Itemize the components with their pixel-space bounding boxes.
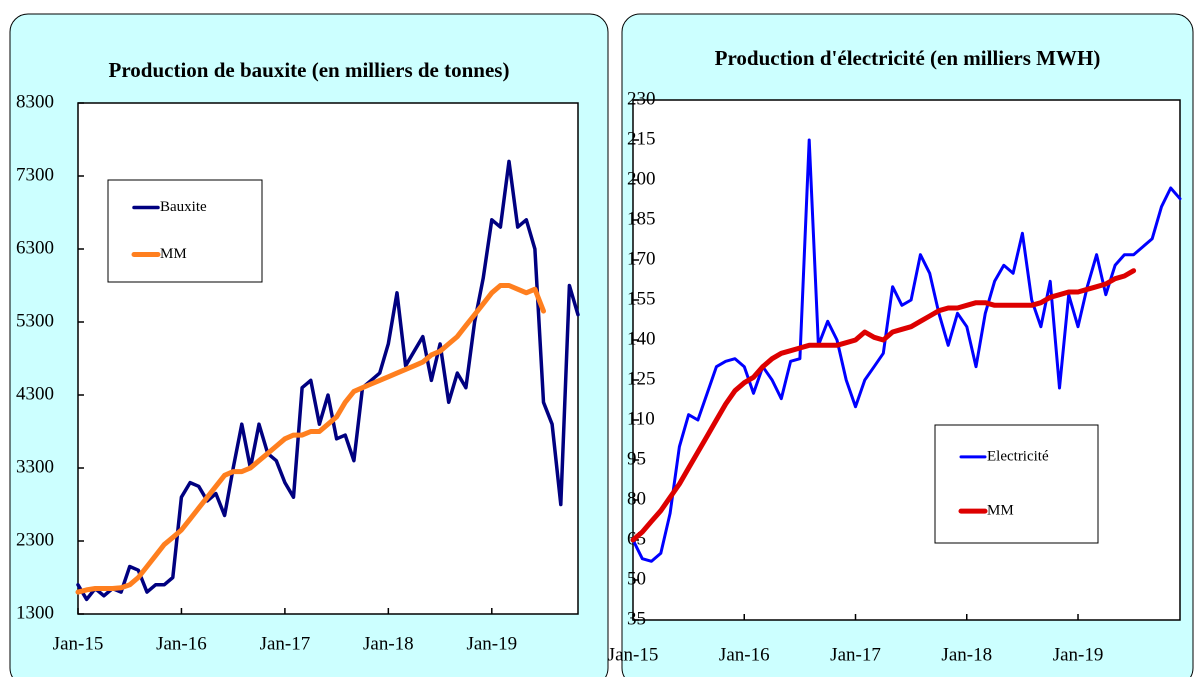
legend-box — [934, 424, 1099, 544]
y-tick-label: 50 — [627, 568, 646, 589]
y-tick-label: 140 — [627, 328, 656, 349]
y-tick-label: 185 — [627, 208, 656, 229]
x-tick-label: Jan-19 — [466, 633, 517, 654]
series-line — [631, 138, 1182, 563]
x-tick-label: Jan-17 — [260, 633, 311, 654]
y-tick-label: 6300 — [16, 237, 54, 258]
legend-label: MM — [160, 246, 187, 262]
y-tick-label: 80 — [627, 488, 646, 509]
y-tick-label: 2300 — [16, 529, 54, 550]
y-tick-label: 110 — [627, 408, 655, 429]
x-tick-label: Jan-19 — [1053, 644, 1104, 665]
y-tick-label: 7300 — [16, 164, 54, 185]
y-tick-label: 230 — [627, 88, 656, 109]
x-tick-label: Jan-15 — [53, 633, 104, 654]
y-tick-label: 170 — [627, 248, 656, 269]
y-tick-label: 1300 — [16, 602, 54, 623]
series-line — [630, 268, 1137, 543]
x-tick-label: Jan-18 — [363, 633, 414, 654]
y-tick-label: 125 — [627, 368, 656, 389]
y-tick-label: 200 — [627, 168, 656, 189]
y-tick-label: 95 — [627, 448, 646, 469]
y-tick-label: 5300 — [16, 310, 54, 331]
x-tick-label: Jan-18 — [941, 644, 992, 665]
y-tick-label: 155 — [627, 288, 656, 309]
chart-title: Production de bauxite (en milliers de to… — [109, 58, 510, 82]
y-tick-label: 35 — [627, 608, 646, 629]
series-line — [76, 159, 580, 602]
legend-label: Bauxite — [160, 199, 207, 215]
series-line — [75, 283, 546, 595]
y-tick-label: 8300 — [16, 91, 54, 112]
legend-label: Electricité — [987, 448, 1049, 464]
legend-box — [107, 179, 263, 283]
x-tick-label: Jan-16 — [719, 644, 770, 665]
x-tick-label: Jan-17 — [830, 644, 881, 665]
x-tick-label: Jan-15 — [608, 644, 659, 665]
x-tick-label: Jan-16 — [156, 633, 207, 654]
legend-label: MM — [987, 503, 1014, 519]
chart-title: Production d'électricité (en milliers MW… — [715, 46, 1101, 70]
y-tick-label: 3300 — [16, 456, 54, 477]
y-tick-label: 4300 — [16, 383, 54, 404]
y-tick-label: 215 — [627, 128, 656, 149]
